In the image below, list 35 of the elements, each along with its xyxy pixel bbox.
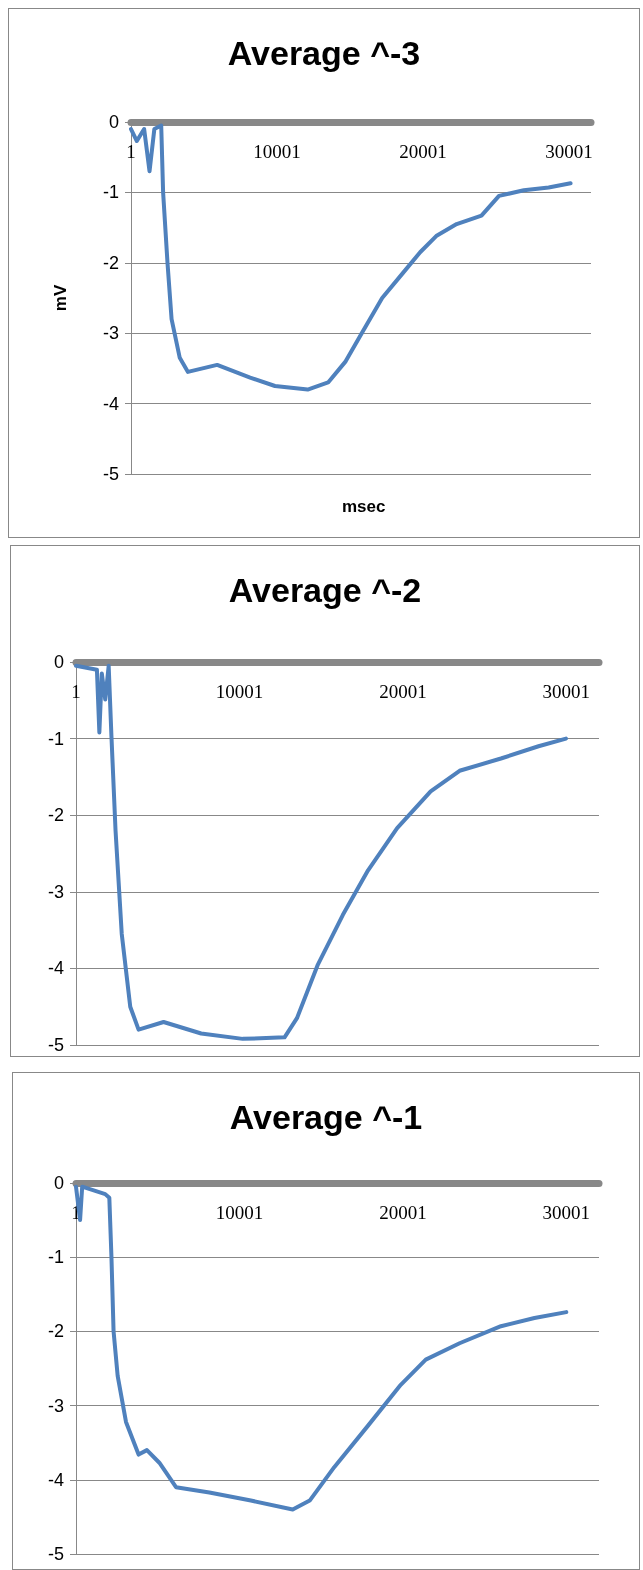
- x-tick-label: 20001: [399, 141, 447, 162]
- chart-title: Average ^-1: [229, 1098, 423, 1136]
- x-tick-label: 1: [71, 681, 81, 702]
- y-tick-label: -4: [47, 1469, 64, 1490]
- x-tick-label: 30001: [545, 141, 593, 162]
- y-tick-label: -5: [102, 464, 119, 484]
- chart-title: Average ^-2: [228, 571, 422, 609]
- y-tick-label: -1: [102, 182, 119, 203]
- y-tick-label: -4: [102, 393, 119, 414]
- y-tick-label: -5: [47, 1544, 64, 1564]
- x-tick-label: 1: [71, 1202, 81, 1223]
- y-tick-label: -1: [47, 728, 64, 749]
- x-tick-label: 20001: [379, 1202, 427, 1223]
- chart-title: Average ^-3: [227, 34, 421, 72]
- x-tick-label: 10001: [215, 681, 264, 702]
- y-tick-label: -3: [47, 1395, 64, 1416]
- x-tick-label: 30001: [542, 1202, 591, 1223]
- y-tick-label: -2: [102, 252, 119, 273]
- y-tick-label: -1: [47, 1247, 64, 1268]
- x-tick-label: 1: [126, 141, 136, 162]
- x-tick-label: 30001: [542, 681, 591, 702]
- y-tick-label: -5: [47, 1035, 64, 1055]
- y-tick-label: 0: [53, 1173, 64, 1193]
- y-tick-label: 0: [53, 652, 64, 672]
- y-tick-label: -4: [47, 958, 64, 979]
- y-tick-label: -2: [47, 805, 64, 826]
- y-tick-label: -2: [47, 1321, 64, 1342]
- y-tick-label: 0: [108, 112, 119, 132]
- y-tick-label: -3: [102, 323, 119, 344]
- x-tick-label: 10001: [215, 1202, 264, 1223]
- y-tick-label: -3: [47, 881, 64, 902]
- x-axis-title: msec: [342, 497, 386, 516]
- x-tick-label: 20001: [379, 681, 427, 702]
- y-axis-title: mV: [51, 284, 70, 312]
- x-tick-label: 10001: [253, 141, 301, 162]
